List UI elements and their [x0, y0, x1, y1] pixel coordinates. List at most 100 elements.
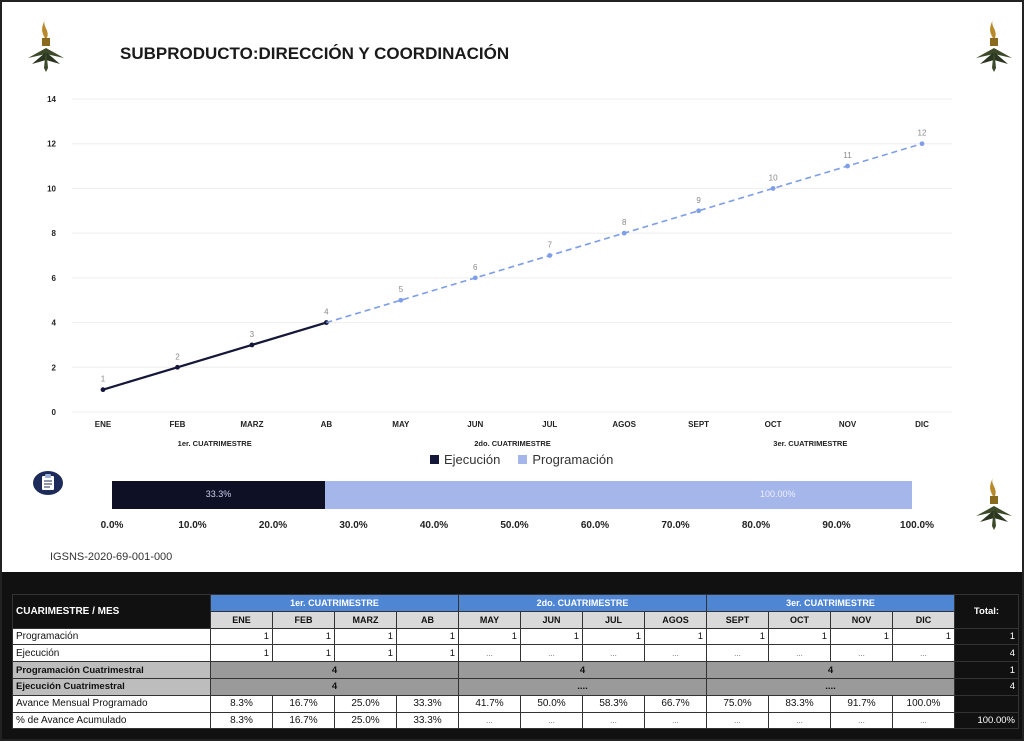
- progress-axis: 0.0% 10.0% 20.0% 30.0% 40.0% 50.0% 60.0% 70.0% 8…: [2, 516, 1022, 534]
- x-group-label: 1er. CUATRIMESTRE: [178, 439, 252, 448]
- table-cell: ...: [706, 644, 769, 663]
- x-tick-label: MAY: [392, 420, 410, 429]
- table-cell: 16.7%: [272, 694, 335, 713]
- table-cell: 1: [830, 627, 893, 646]
- x-group-label: 2do. CUATRIMESTRE: [474, 439, 551, 448]
- progress-axis-label: 100.0%: [900, 520, 934, 531]
- table-cell: 1: [520, 627, 583, 646]
- progress-axis-label: 50.0%: [500, 520, 529, 531]
- table-cell: ...: [458, 711, 521, 730]
- table-cell: ....: [706, 677, 955, 696]
- x-tick-label: AB: [321, 420, 333, 429]
- table-month-header: AGOS: [644, 610, 707, 629]
- table-cell: ...: [520, 644, 583, 663]
- table-cell: ...: [644, 644, 707, 663]
- table-cell: ....: [458, 677, 707, 696]
- table-cell: ...: [582, 711, 645, 730]
- clipboard-icon: [32, 470, 64, 496]
- data-point: [770, 186, 776, 191]
- data-point: [323, 320, 329, 325]
- series-line-ejecucion: [102, 321, 327, 391]
- table-cell: 58.3%: [582, 694, 645, 713]
- table-cell: 66.7%: [644, 694, 707, 713]
- data-point: [621, 230, 627, 236]
- table-cell: 1: [644, 627, 707, 646]
- legend-swatch-programacion: [518, 455, 528, 464]
- data-label: 11: [843, 151, 852, 160]
- data-point: [249, 342, 255, 348]
- table-cell: ...: [768, 711, 831, 730]
- progress-axis-label: 40.0%: [419, 520, 449, 531]
- table-cell: ...: [768, 644, 831, 663]
- x-tick-label: AGOS: [612, 420, 636, 429]
- data-label: 4: [324, 308, 329, 317]
- table-row-label: Programación: [12, 627, 211, 646]
- table-month-header: FEB: [272, 610, 335, 629]
- table-row-label: % de Avance Acumulado: [12, 711, 211, 730]
- table-month-header: DIC: [892, 610, 955, 629]
- legend-item-programacion: Programación: [518, 452, 613, 467]
- data-label: 1: [101, 375, 106, 384]
- progress-axis-label: 20.0%: [258, 520, 288, 531]
- data-label: 7: [548, 241, 553, 250]
- table-month-header: NOV: [830, 610, 893, 629]
- table-cell: 1: [334, 627, 397, 646]
- x-tick-label: FEB: [169, 420, 185, 429]
- progress-axis-label: 0.0%: [100, 520, 124, 531]
- y-tick-label: 4: [52, 319, 57, 328]
- table-cell: 41.7%: [458, 694, 521, 713]
- progress-programacion-bar: 33.3% 100.00%: [112, 481, 912, 509]
- table-total-cell: 4: [954, 644, 1019, 663]
- table-row: Programación Cuatrimestral 4 4 4 1: [12, 661, 1019, 679]
- table-row: Avance Mensual Programado 8.3% 16.7% 25.0% 3…: [12, 694, 1019, 713]
- data-label: 6: [473, 263, 478, 272]
- y-tick-label: 12: [47, 140, 56, 149]
- emblem-icon: [974, 472, 1014, 532]
- data-point: [845, 163, 850, 169]
- table-header-label: CUARIMESTRE / MES: [12, 594, 211, 629]
- table-total-cell: 1: [954, 627, 1019, 646]
- table-cell: ...: [644, 711, 707, 730]
- data-label: 3: [250, 330, 255, 339]
- table-month-header: JUL: [582, 610, 645, 629]
- table-row-label: Avance Mensual Programado: [12, 694, 211, 713]
- table-row: Ejecución 1 1 1 1........................ 4: [12, 644, 1019, 663]
- document-code: IGSNS-2020-69-001-000: [50, 551, 173, 563]
- table-cell: ...: [892, 711, 955, 730]
- progress-axis-label: 60.0%: [580, 520, 610, 531]
- data-point: [696, 208, 702, 214]
- table-cell: 1: [396, 644, 459, 663]
- x-tick-label: JUN: [467, 420, 483, 429]
- table-month-header: SEPT: [706, 610, 769, 629]
- data-point: [100, 387, 106, 393]
- data-label: 2: [175, 352, 180, 361]
- x-group-label: 3er. CUATRIMESTRE: [773, 439, 847, 448]
- table-month-header: JUN: [520, 610, 583, 629]
- progress-ejecucion-label: 33.3%: [205, 489, 232, 499]
- table-total-cell: [954, 694, 1019, 713]
- legend-swatch-ejecucion: [430, 455, 439, 464]
- x-tick-label: ENE: [95, 420, 112, 429]
- x-tick-label: SEPT: [688, 420, 709, 429]
- table-cell: 25.0%: [334, 711, 397, 730]
- table-month-header: OCT: [768, 610, 831, 629]
- table-cell: ...: [830, 644, 893, 663]
- table-cell: 75.0%: [706, 694, 769, 713]
- table-cell: ...: [706, 711, 769, 730]
- table-cell: 1: [210, 627, 273, 646]
- table-row-label: Ejecución Cuatrimestral: [12, 677, 211, 696]
- table-month-header: MARZ: [334, 610, 397, 629]
- table-row-label: Ejecución: [12, 644, 211, 663]
- emblem-icon: [26, 14, 66, 74]
- data-point: [175, 364, 180, 370]
- legend-item-ejecucion: Ejecución: [430, 452, 500, 467]
- data-label: 5: [399, 285, 404, 294]
- table-cell: 91.7%: [830, 694, 893, 713]
- data-label: 10: [769, 173, 778, 182]
- table-cell: 1: [272, 627, 335, 646]
- progress-programacion-label: 100.00%: [760, 489, 796, 499]
- chart-legend: Ejecución Programación: [430, 452, 613, 467]
- data-point: [919, 141, 925, 147]
- data-point: [547, 253, 553, 258]
